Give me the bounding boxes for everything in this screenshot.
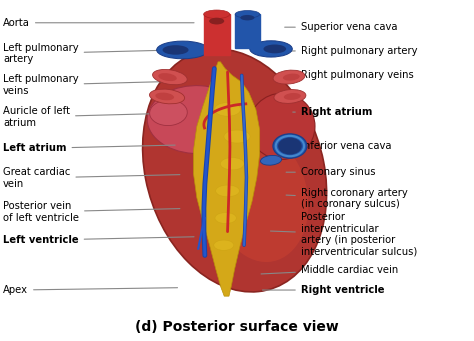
Polygon shape	[193, 62, 260, 296]
Text: (d) Posterior surface view: (d) Posterior surface view	[135, 320, 339, 333]
Ellipse shape	[224, 130, 250, 143]
Ellipse shape	[283, 74, 300, 80]
Ellipse shape	[158, 73, 177, 81]
Ellipse shape	[216, 185, 239, 197]
Ellipse shape	[153, 70, 187, 85]
Text: Right ventricle: Right ventricle	[263, 285, 384, 295]
Ellipse shape	[215, 103, 240, 116]
Ellipse shape	[261, 155, 282, 165]
Text: Middle cardiac vein: Middle cardiac vein	[261, 265, 398, 275]
Text: Inferior vena cava: Inferior vena cava	[293, 141, 392, 151]
Text: Superior vena cava: Superior vena cava	[285, 22, 397, 32]
Text: Auricle of left
atrium: Auricle of left atrium	[3, 106, 161, 128]
Ellipse shape	[264, 45, 286, 53]
Ellipse shape	[215, 212, 237, 223]
Ellipse shape	[284, 93, 301, 100]
Ellipse shape	[155, 93, 174, 100]
Ellipse shape	[204, 10, 230, 18]
Ellipse shape	[150, 100, 187, 125]
Text: Left ventricle: Left ventricle	[3, 235, 194, 245]
Ellipse shape	[213, 133, 309, 262]
Text: Left pulmonary
artery: Left pulmonary artery	[3, 43, 175, 64]
Ellipse shape	[143, 49, 327, 292]
Ellipse shape	[220, 158, 244, 170]
Text: Posterior vein
of left ventricle: Posterior vein of left ventricle	[3, 201, 180, 223]
Text: Left pulmonary
veins: Left pulmonary veins	[3, 74, 166, 96]
Text: Great cardiac
vein: Great cardiac vein	[3, 167, 180, 189]
Text: Right pulmonary artery: Right pulmonary artery	[287, 46, 417, 56]
Ellipse shape	[209, 18, 224, 25]
Text: Apex: Apex	[3, 285, 177, 295]
Bar	[204, 14, 230, 55]
Ellipse shape	[273, 70, 305, 84]
Ellipse shape	[149, 89, 184, 104]
Text: Left atrium: Left atrium	[3, 144, 175, 153]
Ellipse shape	[147, 86, 246, 153]
Ellipse shape	[235, 11, 260, 18]
Ellipse shape	[249, 93, 315, 160]
Ellipse shape	[274, 90, 306, 103]
Ellipse shape	[273, 134, 307, 158]
Ellipse shape	[250, 41, 292, 57]
Text: Aorta: Aorta	[3, 18, 194, 28]
Ellipse shape	[240, 15, 255, 20]
Text: Right pulmonary veins: Right pulmonary veins	[291, 70, 413, 80]
Bar	[235, 14, 260, 48]
Text: Right coronary artery
(in coronary sulcus): Right coronary artery (in coronary sulcu…	[286, 188, 408, 209]
Ellipse shape	[163, 45, 189, 55]
Ellipse shape	[278, 137, 302, 154]
Ellipse shape	[214, 240, 234, 250]
Text: Posterior
interventricular
artery (in posterior
interventricular sulcus): Posterior interventricular artery (in po…	[271, 212, 417, 257]
Text: Right atrium: Right atrium	[293, 107, 372, 117]
Text: Coronary sinus: Coronary sinus	[286, 167, 375, 177]
Ellipse shape	[156, 41, 209, 59]
